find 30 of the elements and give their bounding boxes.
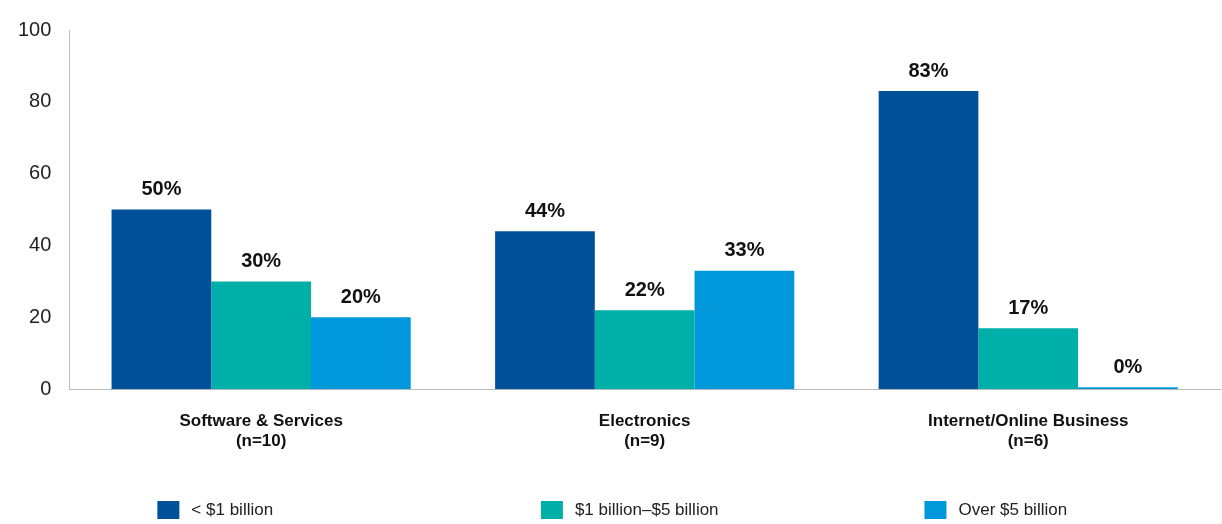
data-label: 50% (141, 177, 182, 200)
bar (311, 317, 411, 390)
x-tick-label: Internet/Online Business (n=6) (928, 411, 1129, 451)
y-tick-label: 80 (29, 89, 52, 112)
x-tick-label: Software & Services (n=10) (179, 411, 343, 451)
x-tick-label: Electronics (n=9) (598, 411, 691, 451)
data-label: 22% (624, 277, 665, 300)
y-tick-label: 20 (29, 304, 52, 327)
legend-label: < $1 billion (191, 499, 274, 519)
data-label: 17% (1008, 295, 1049, 318)
y-tick-label: 40 (29, 233, 52, 256)
data-label: 83% (908, 58, 949, 81)
data-label: 33% (724, 238, 765, 261)
data-label: 44% (524, 198, 566, 221)
legend-label: Over $5 billion (958, 499, 1068, 519)
y-tick-label: 100 (17, 17, 52, 40)
bar (1078, 387, 1178, 390)
data-label: 20% (340, 284, 382, 307)
bar (694, 270, 795, 390)
y-tick-label: 60 (29, 161, 52, 184)
bar (978, 328, 1079, 390)
bar (495, 231, 595, 390)
bar (878, 91, 979, 390)
data-label: 0% (1113, 354, 1143, 377)
legend-label: $1 billion–$5 billion (574, 499, 719, 519)
bar (211, 281, 311, 390)
y-tick-label: 0 (40, 376, 52, 399)
bar (594, 310, 695, 390)
bar (111, 209, 212, 390)
data-label: 30% (241, 248, 282, 271)
